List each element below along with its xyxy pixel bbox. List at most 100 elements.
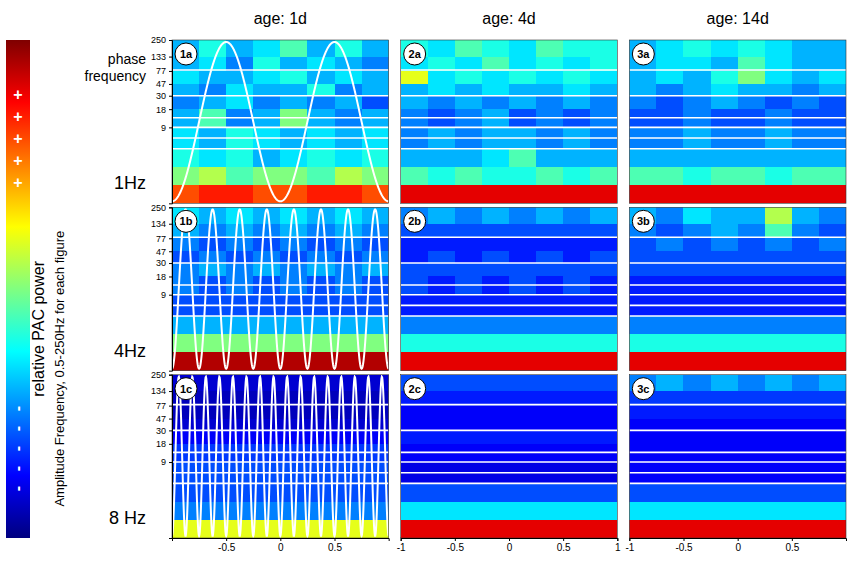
heatmap-cell <box>536 167 563 185</box>
heatmap-cell <box>563 334 590 352</box>
heatmap-cell <box>792 84 819 96</box>
tick-mark <box>169 251 172 252</box>
tick-mark <box>280 538 281 541</box>
tick-mark <box>169 109 172 110</box>
heatmap-cell <box>280 185 307 203</box>
heatmap-cell <box>792 57 819 71</box>
heatmap-cell <box>792 391 819 405</box>
heatmap-cell <box>172 483 199 501</box>
heatmap-cell <box>684 149 711 167</box>
heatmap-cell <box>199 375 226 392</box>
heatmap-cell <box>590 167 617 185</box>
panel: 2a <box>401 40 618 203</box>
phase-wave <box>172 377 389 536</box>
heatmap-cell <box>428 96 455 109</box>
heatmap-cell <box>428 375 455 392</box>
band-line <box>629 315 846 317</box>
panel-label: 1c <box>180 383 192 395</box>
panel-label-badge <box>632 210 654 232</box>
heatmap-cell <box>738 419 765 431</box>
heatmap-cell <box>684 71 711 84</box>
tick-label: 0.5 <box>557 542 571 553</box>
heatmap-cell <box>656 84 683 96</box>
tick-label: 0.5 <box>785 542 799 553</box>
heatmap-cell <box>482 316 509 334</box>
heatmap-cell <box>428 251 455 263</box>
heatmap-cell <box>307 263 334 276</box>
heatmap-cell <box>455 167 482 185</box>
tick-label: 18 <box>156 439 166 449</box>
heatmap-cell <box>199 149 226 167</box>
heatmap-cell <box>684 238 711 251</box>
heatmap-cell <box>172 238 199 251</box>
heatmap-cell <box>563 391 590 405</box>
column-header: age: 1d <box>254 10 307 27</box>
heatmap-cell <box>629 238 656 251</box>
heatmap-cell <box>509 263 536 276</box>
heatmap-cell <box>765 334 792 352</box>
heatmap-cell <box>482 71 509 84</box>
tick-label: 77 <box>156 401 166 411</box>
heatmap-cell <box>711 502 738 520</box>
band-line <box>172 452 389 454</box>
heatmap-cell <box>509 167 536 185</box>
y-tick: 134 <box>151 219 172 229</box>
heatmap-cell <box>563 149 590 167</box>
heatmap-cell <box>738 149 765 167</box>
heatmap-cell <box>765 263 792 276</box>
heatmap-cell <box>656 430 683 443</box>
heatmap-cell <box>509 40 536 57</box>
heatmap-cell <box>428 238 455 251</box>
tick-label: 77 <box>156 234 166 244</box>
panel: 250134774730189-0.500.51c <box>151 370 389 553</box>
tick-label: 0.5 <box>328 542 342 553</box>
tick-label: 250 <box>151 203 166 213</box>
heatmap-cell <box>590 263 617 276</box>
heatmap-cell <box>401 520 428 538</box>
heatmap-cell <box>455 316 482 334</box>
band-line <box>401 117 618 119</box>
heatmap-cell <box>738 316 765 334</box>
row-label: 1Hz <box>114 173 146 193</box>
heatmap-cell <box>509 520 536 538</box>
panel-label: 3b <box>637 215 650 227</box>
heatmap-cell <box>199 251 226 263</box>
panel-label-badge <box>175 210 197 232</box>
tick-mark <box>335 538 336 541</box>
heatmap-cell <box>656 251 683 263</box>
heatmap-cell <box>428 149 455 167</box>
heatmap-cell <box>199 502 226 520</box>
heatmap-cell <box>738 71 765 84</box>
heatmap-cell <box>335 502 362 520</box>
heatmap-cell <box>629 406 656 419</box>
heatmap-cell <box>536 71 563 84</box>
heatmap-cell <box>362 502 389 520</box>
heatmap-cell <box>629 352 656 370</box>
heatmap-cell <box>307 483 334 501</box>
heatmap-cell <box>819 263 846 276</box>
heatmap-cell <box>765 224 792 238</box>
heatmap-cell <box>226 263 253 276</box>
heatmap-cell <box>738 84 765 96</box>
heatmap-cell <box>482 430 509 443</box>
heatmap-cell <box>199 238 226 251</box>
heatmap-cell <box>172 84 199 96</box>
tick-mark <box>169 391 172 392</box>
tick-mark <box>169 84 172 85</box>
x-tick: -1 <box>397 538 406 553</box>
heatmap-cell <box>792 238 819 251</box>
band-line <box>401 472 618 474</box>
heatmap-cell <box>509 430 536 443</box>
heatmap-cell <box>563 352 590 370</box>
plot-frame <box>629 207 846 370</box>
heatmap-cell <box>738 251 765 263</box>
heatmap-cell <box>590 406 617 419</box>
heatmap-cell <box>428 185 455 203</box>
colorbar-label: relative PAC power <box>30 260 47 396</box>
band-line <box>401 148 618 150</box>
band-line <box>172 461 389 463</box>
heatmap-cell <box>765 57 792 71</box>
heatmap-cell <box>509 406 536 419</box>
heatmap-cell <box>738 430 765 443</box>
plot-area <box>629 375 846 538</box>
